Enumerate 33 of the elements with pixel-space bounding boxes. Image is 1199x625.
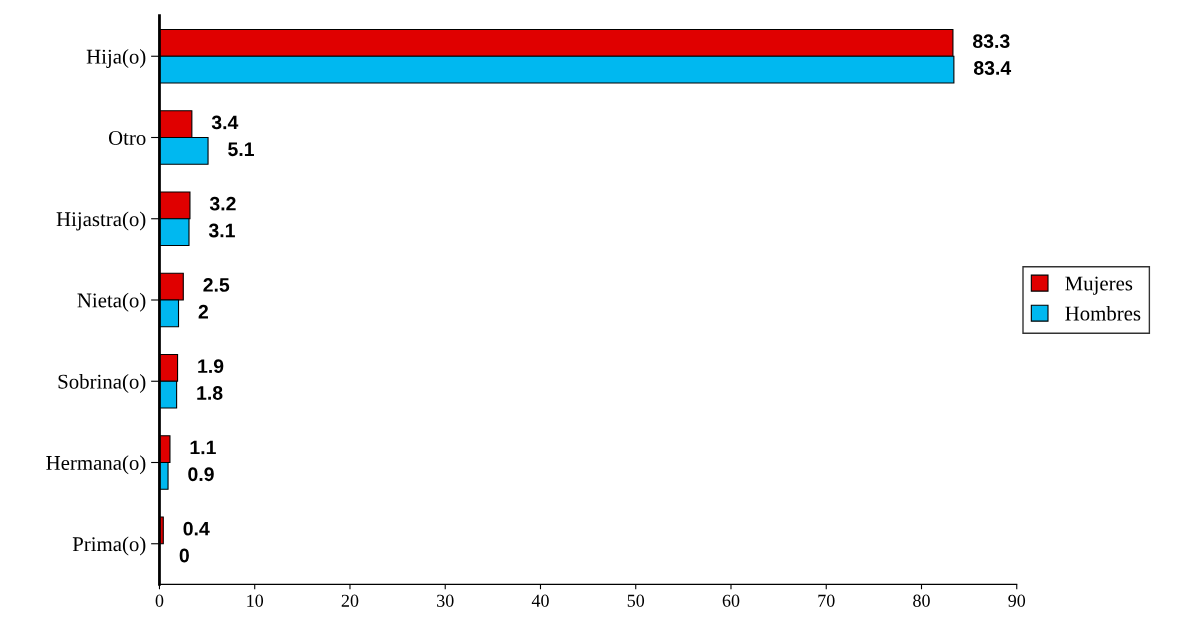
x-tick-label: 0 (155, 594, 164, 607)
x-tick-label: 50 (627, 594, 645, 607)
x-tick-label: 80 (913, 594, 930, 607)
data-label: 1.8 (197, 386, 223, 400)
data-label: 2.5 (203, 278, 230, 292)
y-tick-label: Hermana(o) (46, 455, 146, 475)
data-label: 0.4 (183, 521, 210, 536)
x-tick-label: 30 (437, 594, 454, 607)
x-tick-label: 90 (1008, 594, 1026, 607)
data-label: 83.3 (972, 34, 1010, 49)
legend-label: Hombres (1065, 305, 1141, 321)
y-tick-label: Otro (108, 130, 146, 145)
data-label: 2 (198, 304, 208, 319)
data-label: 3.2 (209, 196, 236, 211)
data-label: 83.4 (973, 61, 1012, 75)
data-label: 5.1 (228, 142, 254, 157)
y-tick-label: Hijastra(o) (56, 211, 146, 231)
x-tick-label: 60 (722, 594, 740, 607)
x-tick-label: 40 (531, 594, 549, 607)
y-tick-label: Sobrina(o) (58, 374, 146, 393)
data-label: 3.1 (208, 223, 235, 238)
x-tick-label: 20 (341, 594, 359, 607)
data-label: 0 (179, 548, 189, 563)
data-label: 3.4 (211, 115, 239, 130)
data-label: 0.9 (188, 467, 214, 482)
y-tick-label: Nieta(o) (77, 292, 146, 312)
data-label: 1.1 (190, 440, 216, 455)
y-tick-label: Prima(o) (72, 536, 146, 556)
x-tick-label: 70 (818, 594, 835, 607)
legend-label: Mujeres (1065, 276, 1133, 295)
x-tick-label: 10 (247, 594, 264, 607)
y-tick-label: Hija(o) (86, 49, 146, 68)
data-label: 1.9 (198, 359, 224, 374)
